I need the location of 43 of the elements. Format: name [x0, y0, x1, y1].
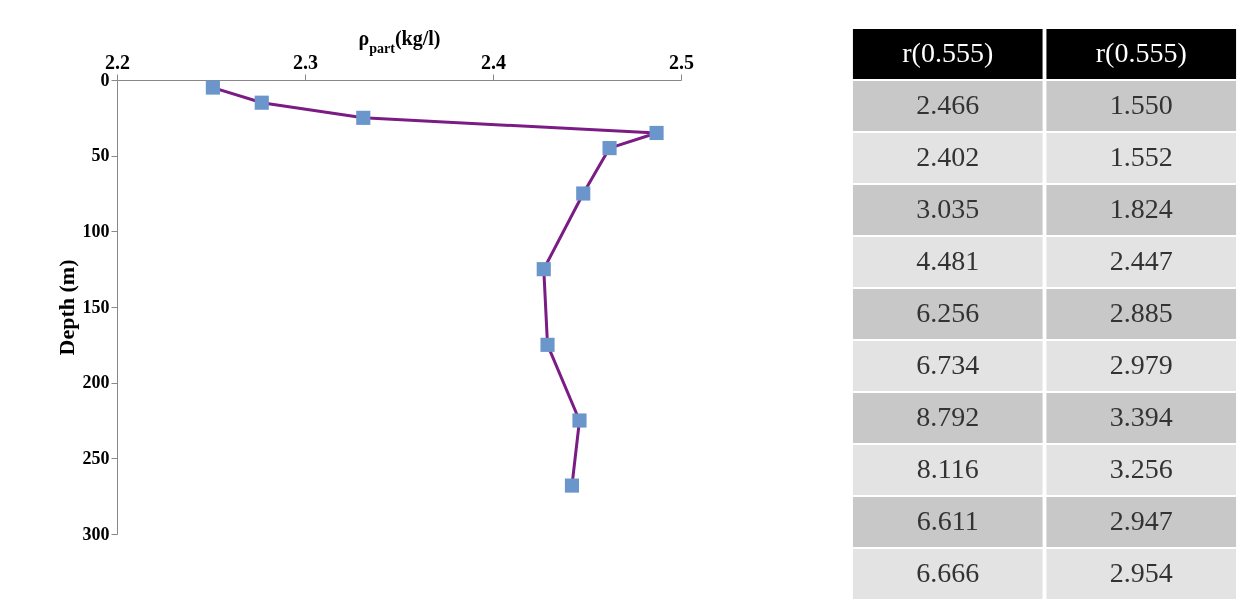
y-tick-label: 300 — [82, 523, 110, 544]
x-tick-label: 2.4 — [481, 50, 506, 73]
y-tick-label: 150 — [82, 296, 110, 317]
y-axis-title: Depth (m) — [53, 259, 79, 356]
point — [536, 262, 551, 277]
text: 2.954 — [1109, 557, 1173, 588]
text: 1.550 — [1109, 89, 1173, 120]
point — [576, 186, 591, 201]
point — [564, 478, 580, 493]
point — [649, 125, 664, 141]
text: 2.466 — [916, 89, 980, 120]
text: 8.116 — [916, 453, 979, 484]
x-tick-label: 2.5 — [669, 50, 694, 73]
category-label: r(0.555) — [1095, 37, 1187, 68]
y-tick-label: 50 — [91, 145, 110, 166]
text: 3.256 — [1109, 453, 1173, 484]
y-tick-label: 250 — [82, 447, 110, 468]
point — [572, 413, 587, 428]
text: 4.481 — [916, 245, 980, 276]
y-tick-label: 200 — [82, 372, 110, 393]
text: 6.611 — [916, 505, 979, 536]
point — [356, 110, 371, 125]
text: 6.666 — [916, 557, 980, 588]
text: 2.447 — [1109, 245, 1173, 276]
text: 6.734 — [916, 349, 980, 380]
text: 2.947 — [1109, 505, 1173, 536]
text: 8.792 — [916, 401, 980, 432]
text: 2.402 — [916, 141, 980, 172]
point — [205, 80, 220, 95]
text: 1.824 — [1109, 193, 1173, 224]
text: 3.035 — [916, 193, 980, 224]
text: 3.394 — [1109, 401, 1173, 432]
point — [254, 95, 269, 110]
x-axis-title: ρ$_{part}$(kg/l) — [358, 26, 441, 55]
text: 1.552 — [1109, 141, 1173, 172]
point — [602, 141, 617, 156]
y-tick-label: 100 — [82, 220, 110, 241]
x-tick-label: 2.3 — [293, 50, 318, 73]
text: 6.256 — [916, 297, 980, 328]
text: 2.885 — [1109, 297, 1173, 328]
text: 2.979 — [1109, 349, 1173, 380]
category-label: r(0.555) — [902, 37, 994, 68]
point — [540, 337, 555, 352]
